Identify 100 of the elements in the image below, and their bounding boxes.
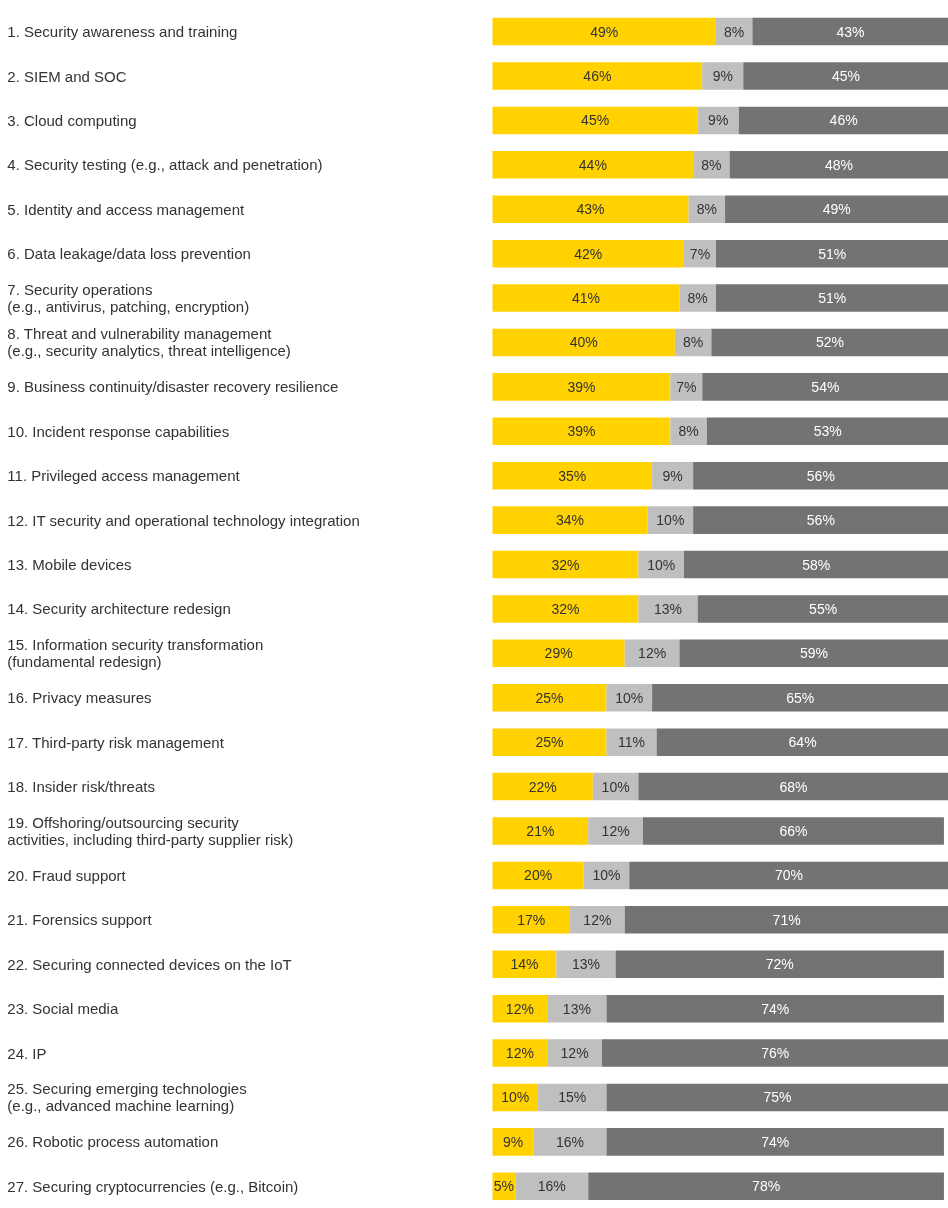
data-label: 10% [601,778,630,795]
y-tick-label: 8. Threat and vulnerability management (e.g., security analytics, threat intelligence) [7,325,291,360]
data-label: 17% [517,911,546,928]
data-label: 8% [696,201,717,218]
bar [492,195,689,223]
data-label: 7% [689,245,711,262]
data-label: 46% [829,112,858,129]
data-label: 9% [712,68,733,84]
data-label: 10% [647,556,676,573]
data-label: 43% [576,201,605,218]
bar [492,728,607,756]
bar [606,1083,948,1112]
data-label: 51% [818,245,847,262]
y-tick-label: 19. Offshoring/outsourcing security activities, including third-party supplier risk) [7,814,294,848]
y-tick-label: 10. Incident response capabilities [7,422,230,440]
y-tick-label: 7. Security operations (e.g., antivirus, patching, encryption) [7,281,250,316]
bar [492,861,584,890]
data-label: 42% [574,245,603,262]
data-label: 39% [567,423,596,440]
bar [679,284,716,312]
y-tick-label: 12. IT security and operational technology integration [7,511,360,529]
bar [492,1039,548,1067]
y-tick-label: 18. Insider risk/threats [7,778,155,796]
bar [588,817,643,845]
data-label: 45% [831,68,860,84]
data-label: 66% [779,823,808,839]
bar [556,950,616,978]
bar [729,151,948,179]
data-label: 32% [551,600,580,617]
data-label: 12% [560,1045,589,1062]
data-label: 16% [537,1178,566,1195]
data-label: 54% [811,378,840,395]
bar [492,461,653,490]
bar [492,950,557,978]
bar [679,639,948,668]
bar [693,461,948,490]
bar [656,728,948,756]
data-label: 10% [501,1089,530,1106]
y-tick-label: 5. Identity and access management [7,200,245,218]
bar [752,17,948,46]
bar [492,772,593,801]
data-label: 78% [752,1178,781,1195]
data-label: 8% [687,290,708,307]
data-label: 8% [683,334,704,351]
bar [702,373,948,401]
data-label: 71% [772,911,801,928]
bar [702,62,744,90]
bar [588,1172,944,1201]
data-label: 49% [590,23,619,40]
data-label: 40% [569,334,598,351]
y-tick-label: 17. Third-party risk management [7,733,225,751]
bar [697,595,948,623]
bar [638,772,948,801]
y-tick-label: 23. Social media [7,1000,119,1018]
data-label: 16% [556,1133,585,1150]
data-label: 7% [676,378,697,395]
data-label: 25% [535,689,564,706]
bar [624,906,948,934]
bar [738,106,948,135]
data-label: 56% [806,512,835,529]
y-tick-label: 21. Forensics support [7,911,153,929]
bar [492,506,648,534]
data-label: 70% [774,867,803,884]
data-label: 8% [724,23,745,40]
data-label: 13% [571,956,600,973]
data-label: 11% [618,734,646,751]
y-tick-label: 1. Security awareness and training [7,23,238,41]
data-label: 45% [581,112,610,129]
data-label: 48% [825,156,854,173]
data-label: 44% [578,156,607,173]
data-label: 46% [583,68,612,84]
y-tick-label: 9. Business continuity/disaster recovery resilience [7,378,339,396]
data-label: 43% [836,23,865,40]
data-label: 22% [528,778,557,795]
bar [693,506,948,534]
bar [492,328,675,357]
bar [715,239,948,268]
bar [533,1128,607,1156]
data-label: 39% [567,378,596,395]
data-label: 29% [544,645,573,662]
data-label: 12% [583,911,612,928]
bar [615,950,944,978]
bar [547,994,607,1023]
data-label: 12% [638,645,667,662]
data-label: 75% [763,1089,792,1106]
data-label: 15% [558,1089,587,1106]
data-label: 10% [615,689,644,706]
bar [711,328,948,357]
data-label: 51% [818,290,847,307]
bar [492,373,671,401]
data-label: 34% [556,512,585,529]
y-tick-label: 25. Securing emerging technologies (e.g., advanced machine learning) [7,1080,247,1115]
bar [629,861,948,890]
bar [570,906,625,934]
data-label: 53% [813,423,842,440]
bar [492,595,639,623]
data-label: 5% [493,1178,515,1195]
data-label: 56% [806,467,835,484]
data-label: 68% [779,778,808,795]
data-label: 25% [535,734,564,751]
